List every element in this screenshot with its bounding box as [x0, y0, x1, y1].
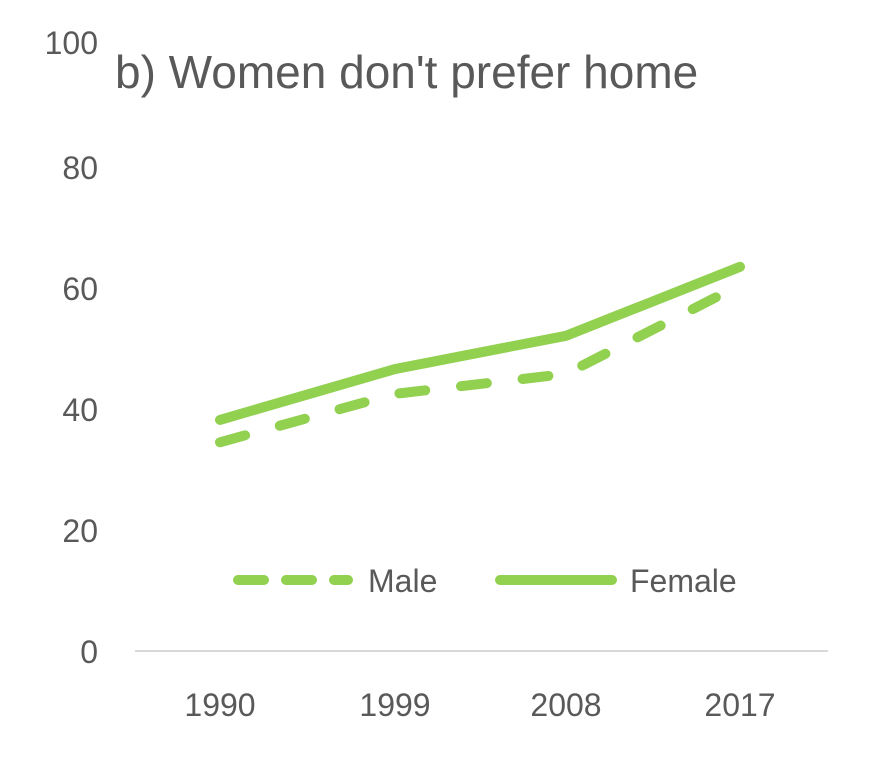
y-tick-label: 80 [62, 150, 98, 186]
y-tick-label: 60 [62, 271, 98, 307]
legend: Male Female [233, 563, 737, 599]
series-line-female [215, 261, 745, 425]
y-tick-label: 20 [62, 513, 98, 549]
legend-male-label: Male [368, 563, 437, 599]
series-line-male [215, 279, 745, 448]
y-tick-label: 100 [45, 25, 98, 61]
x-tick-label: 2008 [530, 687, 601, 723]
legend-female-label: Female [630, 563, 737, 599]
y-tick-label: 0 [80, 634, 98, 670]
x-tick-label: 2017 [704, 687, 775, 723]
x-tick-label: 1990 [184, 687, 255, 723]
x-tick-label: 1999 [359, 687, 430, 723]
y-tick-label: 40 [62, 392, 98, 428]
chart-title: b) Women don't prefer home [115, 46, 698, 98]
